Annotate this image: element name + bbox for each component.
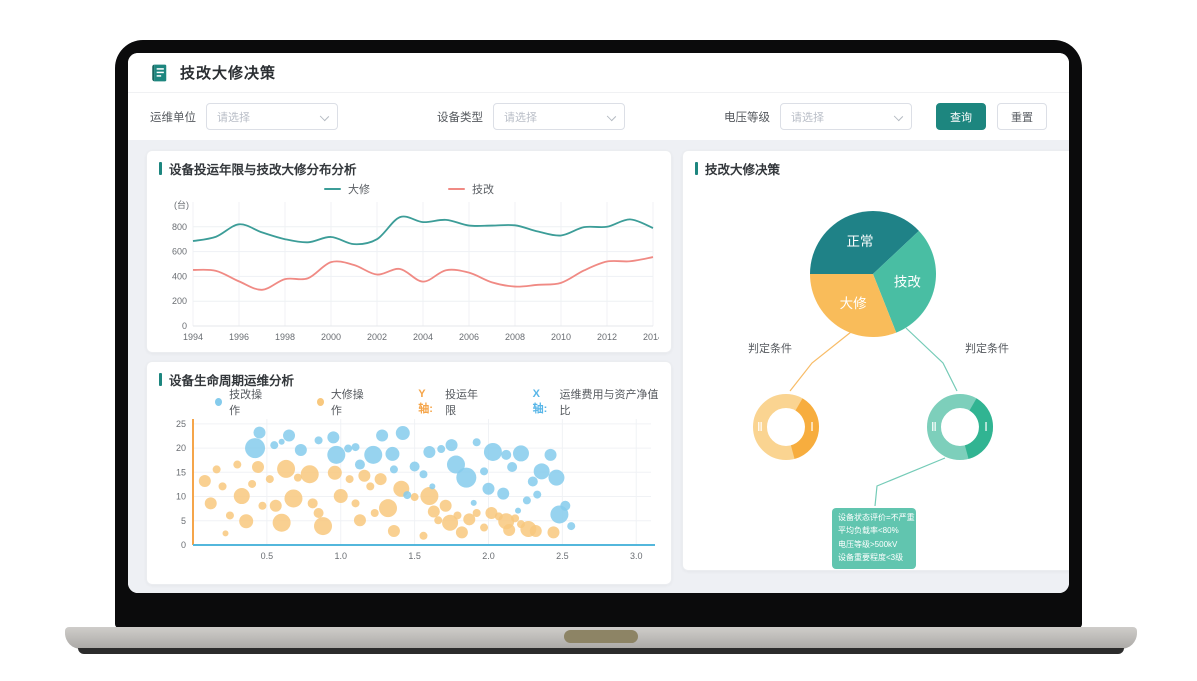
filter-operation-unit: 运维单位 请选择 — [150, 103, 338, 130]
svg-text:Ⅰ: Ⅰ — [984, 420, 988, 434]
app-header: 技改大修决策 — [128, 53, 1069, 93]
decision-graphic-wrap: 正常技改大修判定条件 判定条件 Ⅱ Ⅰ Ⅱ Ⅰ 设备状态评价=不严重 平均负载率<80% … — [695, 180, 1067, 583]
svg-text:2000: 2000 — [321, 332, 341, 342]
laptop-base-strip — [78, 648, 1124, 654]
svg-text:15: 15 — [176, 467, 186, 477]
x-axis-note: X轴: 运维费用与资产净值比 — [532, 388, 659, 417]
laptop-screen-bezel: 技改大修决策 运维单位 请选择 设备类型 请选择 — [115, 40, 1082, 628]
dashboard-body: 设备投运年限与技改大修分布分析 大修 技改 0 200 400 600 800 (台) 19… — [128, 140, 1069, 593]
voltage-level-select[interactable]: 请选择 — [780, 103, 912, 130]
svg-text:2006: 2006 — [459, 332, 479, 342]
svg-text:(台): (台) — [174, 199, 189, 210]
line-chart[interactable]: 0 200 400 600 800 (台) 1994 1996 1998 2000 2002 2004… — [159, 198, 663, 351]
left-column: 设备投运年限与技改大修分布分析 大修 技改 0 200 400 600 800 (台) 19… — [146, 150, 672, 585]
chevron-down-icon — [606, 111, 617, 122]
svg-text:正常: 正常 — [847, 234, 874, 249]
filter-bar: 运维单位 请选择 设备类型 请选择 电压等级 请选择 — [128, 93, 1069, 140]
reset-button[interactable]: 重置 — [997, 103, 1047, 130]
title-accent-bar — [695, 162, 698, 175]
panel-title: 技改大修决策 — [705, 163, 781, 177]
svg-text:3.0: 3.0 — [630, 551, 643, 561]
svg-text:2.5: 2.5 — [556, 551, 569, 561]
panel-line-chart: 设备投运年限与技改大修分布分析 大修 技改 0 200 400 600 800 (台) 19… — [146, 150, 672, 353]
scatter-chart[interactable]: 0 5 10 15 20 25 0.5 1.0 1.5 2.0 2.5 3.0 — [159, 413, 659, 571]
filter-label: 运维单位 — [150, 111, 196, 124]
svg-text:5: 5 — [181, 516, 186, 526]
svg-text:1996: 1996 — [229, 332, 249, 342]
panel-decision: 技改大修决策 正常技改大修判定条件 判定条件 Ⅱ Ⅰ Ⅱ Ⅰ 设备状态评价=不严重 平均负… — [682, 150, 1069, 571]
svg-text:0.5: 0.5 — [261, 551, 274, 561]
page-title: 技改大修决策 — [180, 65, 277, 82]
svg-text:1.5: 1.5 — [408, 551, 421, 561]
title-accent-bar — [159, 373, 162, 386]
svg-text:20: 20 — [176, 443, 186, 453]
legend-dot-swatch — [215, 398, 223, 406]
chevron-down-icon — [893, 111, 904, 122]
line-chart-legend: 大修 技改 — [159, 180, 659, 198]
svg-text:2014: 2014 — [643, 332, 659, 342]
svg-text:1998: 1998 — [275, 332, 295, 342]
filter-label: 电压等级 — [724, 111, 770, 124]
legend-item-overhaul-op[interactable]: 大修操作 — [316, 386, 371, 418]
svg-text:200: 200 — [172, 296, 187, 306]
filter-label: 设备类型 — [437, 111, 483, 124]
chevron-down-icon — [319, 111, 330, 122]
svg-text:1994: 1994 — [183, 332, 203, 342]
operation-unit-select[interactable]: 请选择 — [206, 103, 338, 130]
svg-text:600: 600 — [172, 247, 187, 257]
svg-text:判定条件: 判定条件 — [748, 341, 792, 355]
filter-voltage-level: 电压等级 请选择 查询 重置 — [724, 103, 1047, 130]
svg-text:10: 10 — [176, 492, 186, 502]
title-accent-bar — [159, 162, 162, 175]
svg-text:Ⅱ: Ⅱ — [757, 420, 763, 434]
legend-item-overhaul[interactable]: 大修 — [324, 181, 370, 197]
laptop-base-notch — [564, 630, 638, 643]
panel-scatter-chart: 设备生命周期运维分析 技改操作 大修操作 Y轴: 投运年限 — [146, 361, 672, 585]
legend-dot-swatch — [316, 398, 324, 406]
search-button[interactable]: 查询 — [936, 103, 986, 130]
svg-text:判定条件: 判定条件 — [965, 341, 1009, 355]
legend-item-retrofit[interactable]: 技改 — [448, 181, 494, 197]
svg-text:大修: 大修 — [840, 296, 868, 311]
svg-text:2010: 2010 — [551, 332, 571, 342]
legend-line-swatch — [448, 188, 465, 190]
svg-text:2012: 2012 — [597, 332, 617, 342]
filter-device-type: 设备类型 请选择 — [437, 103, 625, 130]
svg-text:1.0: 1.0 — [334, 551, 347, 561]
svg-text:技改: 技改 — [894, 275, 921, 290]
device-type-select[interactable]: 请选择 — [493, 103, 625, 130]
scatter-chart-legend: 技改操作 大修操作 Y轴: 投运年限 X轴: 运维费用与资产净值比 — [215, 388, 659, 417]
svg-text:Ⅰ: Ⅰ — [810, 420, 814, 434]
panel-title: 设备生命周期运维分析 — [169, 374, 295, 388]
svg-text:2002: 2002 — [367, 332, 387, 342]
svg-text:800: 800 — [172, 222, 187, 232]
laptop-base — [65, 627, 1137, 649]
svg-text:400: 400 — [172, 271, 187, 281]
svg-text:2008: 2008 — [505, 332, 525, 342]
svg-text:2004: 2004 — [413, 332, 433, 342]
legend-item-retrofit-op[interactable]: 技改操作 — [215, 386, 269, 418]
condition-tooltip: 设备状态评价=不严重 平均负载率<80% 电压等级>500kV 设备重要程度<3… — [832, 508, 916, 569]
svg-text:0: 0 — [182, 321, 187, 331]
svg-text:2.0: 2.0 — [482, 551, 495, 561]
svg-text:25: 25 — [176, 419, 186, 429]
panel-title: 设备投运年限与技改大修分布分析 — [169, 163, 357, 177]
svg-text:Ⅱ: Ⅱ — [931, 420, 937, 434]
dashboard-screen: 技改大修决策 运维单位 请选择 设备类型 请选择 — [128, 53, 1069, 593]
y-axis-note: Y轴: 投运年限 — [418, 388, 479, 417]
legend-line-swatch — [324, 188, 341, 190]
app-logo-icon — [152, 64, 167, 81]
svg-text:0: 0 — [181, 540, 186, 550]
